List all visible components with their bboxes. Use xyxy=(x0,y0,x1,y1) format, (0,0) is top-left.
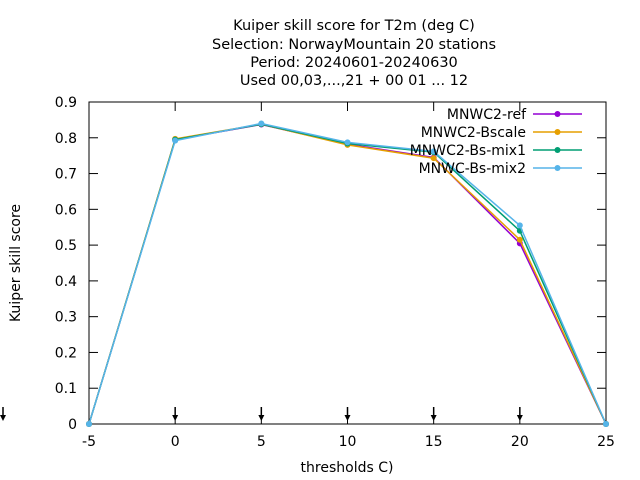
title-line-2: Selection: NorwayMountain 20 stations xyxy=(212,37,496,53)
title-line-3: Period: 20240601-20240630 xyxy=(250,55,458,71)
series-3 xyxy=(86,121,609,427)
x-tick-label: 10 xyxy=(339,434,357,450)
legend-label: MNWC2-ref xyxy=(447,107,527,123)
legend-swatch-point xyxy=(554,147,561,153)
legend-label: MNWC2-Bs-mix1 xyxy=(410,143,526,159)
data-point xyxy=(430,155,437,162)
x-tick-label: 15 xyxy=(425,434,443,450)
x-tick-label: 25 xyxy=(597,434,615,450)
title-line-4: Used 00,03,...,21 + 00 01 ... 12 xyxy=(240,73,468,89)
x-axis: -5 0 5 10 15 20 25 xyxy=(82,102,615,450)
data-point xyxy=(172,137,179,144)
legend: MNWC2-ref MNWC2-Bscale MNWC2-Bs-mix1 MNWC-B… xyxy=(410,107,582,177)
legend-swatch-point xyxy=(554,111,561,117)
x-tick-label: 5 xyxy=(257,434,266,450)
legend-label: MNWC2-Bscale xyxy=(421,125,526,141)
x-tick-label: -5 xyxy=(82,434,96,450)
y-tick-label: 0 xyxy=(68,417,77,433)
series-line xyxy=(88,122,607,425)
y-axis-label: Kuiper skill score xyxy=(8,204,24,322)
legend-label: MNWC-Bs-mix2 xyxy=(419,161,526,177)
title-line-1: Kuiper skill score for T2m (deg C) xyxy=(233,18,475,34)
arrow-marker-head xyxy=(0,415,6,421)
arrow-marker-head xyxy=(430,415,437,421)
y-tick-label: 0.5 xyxy=(55,238,77,254)
data-point xyxy=(516,236,523,243)
data-point xyxy=(603,421,609,427)
series-4 xyxy=(86,120,609,427)
x-tick-label: 0 xyxy=(171,434,180,450)
y-tick-label: 0.7 xyxy=(55,167,77,183)
x-axis-label: thresholds C) xyxy=(301,460,394,476)
series-layer xyxy=(86,120,609,427)
x-axis-arrow-markers xyxy=(0,407,523,421)
legend-swatch-point xyxy=(554,165,561,171)
arrow-marker-head xyxy=(344,415,351,421)
data-point xyxy=(86,421,92,427)
y-axis: 0 0.1 0.2 0.3 0.4 0.5 0.6 0.7 0.8 0.9 xyxy=(55,95,606,433)
y-tick-label: 0.9 xyxy=(55,95,77,111)
y-tick-label: 0.3 xyxy=(55,310,77,326)
arrow-marker-head xyxy=(258,415,265,421)
y-tick-label: 0.4 xyxy=(55,274,77,290)
chart-title: Kuiper skill score for T2m (deg C) Selec… xyxy=(212,18,496,89)
data-point xyxy=(258,120,265,127)
arrow-marker-head xyxy=(172,415,179,421)
arrow-marker-head xyxy=(516,415,523,421)
x-tick-label: 20 xyxy=(511,434,529,450)
series-2 xyxy=(86,121,609,427)
y-tick-label: 0.1 xyxy=(55,381,77,397)
y-tick-label: 0.6 xyxy=(55,202,77,218)
data-point xyxy=(516,222,523,229)
data-point xyxy=(430,148,437,155)
series-1 xyxy=(86,121,609,427)
legend-swatch-point xyxy=(554,129,561,135)
y-tick-label: 0.8 xyxy=(55,131,77,147)
data-point xyxy=(344,139,351,146)
y-tick-label: 0.2 xyxy=(55,345,77,361)
